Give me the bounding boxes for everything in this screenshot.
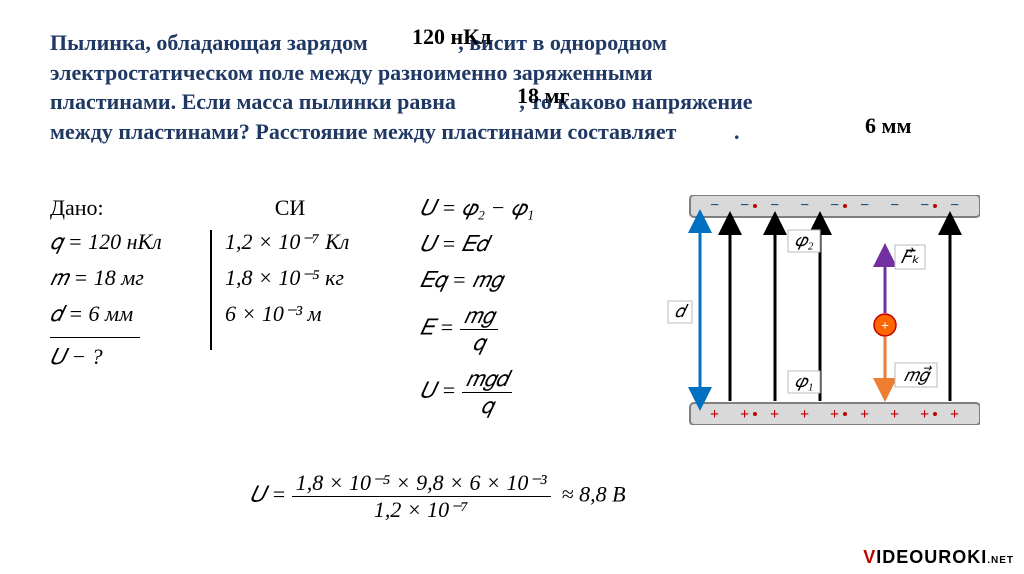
problem-line2: электростатическом поле между разноименн…	[50, 60, 653, 85]
watermark: VIDEOUROKI.NET	[863, 547, 1014, 568]
svg-text:−: −	[770, 197, 779, 214]
svg-text:+: +	[770, 406, 779, 423]
given-q: 𝑞 = 120 нКл	[50, 229, 162, 255]
svg-text:+: +	[920, 406, 929, 423]
formula-5: 𝑈 = 𝑚𝑔𝑑 𝑞	[420, 366, 534, 419]
problem-line3a: пластинами. Если масса пылинки равна	[50, 89, 461, 114]
problem-statement: Пылинка, обладающая зарядом 120 нКл , ви…	[50, 28, 970, 147]
svg-text:−: −	[860, 197, 869, 214]
svg-text:+: +	[740, 406, 749, 423]
problem-line1a: Пылинка, обладающая зарядом	[50, 30, 373, 55]
si-label: СИ	[225, 195, 355, 221]
formula-2: 𝑈 = 𝐸𝑑	[420, 231, 534, 257]
svg-text:+: +	[860, 406, 869, 423]
formula-4-frac: 𝑚𝑔 𝑞	[460, 303, 498, 356]
given-divider	[50, 337, 140, 338]
given-label: Дано:	[50, 195, 162, 221]
formulas-block: 𝑈 = 𝜑₂ − 𝜑₁ 𝑈 = 𝐸𝑑 𝐸𝑞 = 𝑚𝑔 𝐸 = 𝑚𝑔 𝑞 𝑈 = …	[420, 195, 534, 429]
formula-4: 𝐸 = 𝑚𝑔 𝑞	[420, 303, 534, 356]
si-d: 6 × 10⁻³ м	[225, 301, 355, 327]
svg-text:+: +	[881, 319, 889, 334]
problem-line4a: между пластинами? Расстояние между пласт…	[50, 119, 682, 144]
svg-text:+: +	[710, 406, 719, 423]
final-num: 1,8 × 10⁻⁵ × 9,8 × 6 × 10⁻³	[292, 470, 551, 497]
problem-line4b: .	[734, 119, 740, 144]
capacitor-diagram: −−− −−− −−− +++ +++ +++ + 𝜑₂ 𝜑₁ 𝑑 𝐹⃗ₖ 𝑚𝑔…	[660, 195, 980, 425]
final-frac: 1,8 × 10⁻⁵ × 9,8 × 6 × 10⁻³ 1,2 × 10⁻⁷	[292, 470, 551, 523]
vertical-divider	[210, 230, 212, 350]
svg-text:+: +	[800, 406, 809, 423]
final-lhs: 𝑈 =	[250, 482, 286, 507]
given-unknown: 𝑈 − ?	[50, 344, 162, 370]
formula-4-lhs: 𝐸 =	[420, 315, 454, 340]
overlay-q: 120 нКл	[412, 24, 491, 50]
svg-text:−: −	[890, 197, 899, 214]
formula-1: 𝑈 = 𝜑₂ − 𝜑₁	[420, 195, 534, 221]
watermark-text: IDEOUROKI	[876, 547, 987, 567]
given-d: 𝑑 = 6 мм	[50, 301, 162, 327]
si-block: СИ 1,2 × 10⁻⁷ Кл 1,8 × 10⁻⁵ кг 6 × 10⁻³ …	[225, 195, 355, 337]
formula-5-lhs: 𝑈 =	[420, 378, 456, 403]
si-q: 1,2 × 10⁻⁷ Кл	[225, 229, 355, 255]
formula-4-num: 𝑚𝑔	[460, 303, 498, 330]
formula-5-num: 𝑚𝑔𝑑	[462, 366, 513, 393]
overlay-m: 18 мг	[517, 83, 569, 109]
final-den: 1,2 × 10⁻⁷	[292, 497, 551, 523]
formula-4-den: 𝑞	[460, 330, 498, 356]
svg-text:+: +	[950, 406, 959, 423]
formula-5-frac: 𝑚𝑔𝑑 𝑞	[462, 366, 513, 419]
svg-text:−: −	[920, 197, 929, 214]
svg-text:−: −	[830, 197, 839, 214]
label-fk: 𝐹⃗ₖ	[901, 247, 920, 267]
svg-text:−: −	[710, 197, 719, 214]
overlay-d: 6 мм	[865, 113, 911, 139]
formula-5-den: 𝑞	[462, 393, 513, 419]
final-result: ≈ 8,8 В	[562, 482, 626, 507]
svg-text:−: −	[800, 197, 809, 214]
svg-text:−: −	[950, 197, 959, 214]
watermark-sub: .NET	[987, 555, 1014, 566]
formula-3: 𝐸𝑞 = 𝑚𝑔	[420, 267, 534, 293]
svg-text:+: +	[890, 406, 899, 423]
label-phi1: 𝜑₁	[794, 371, 813, 391]
given-m: 𝑚 = 18 мг	[50, 265, 162, 291]
label-phi2: 𝜑₂	[794, 230, 813, 250]
svg-text:−: −	[740, 197, 749, 214]
svg-text:+: +	[830, 406, 839, 423]
given-block: Дано: 𝑞 = 120 нКл 𝑚 = 18 мг 𝑑 = 6 мм 𝑈 −…	[50, 195, 162, 380]
watermark-v: V	[863, 547, 876, 567]
final-calculation: 𝑈 = 1,8 × 10⁻⁵ × 9,8 × 6 × 10⁻³ 1,2 × 10…	[250, 470, 626, 523]
si-m: 1,8 × 10⁻⁵ кг	[225, 265, 355, 291]
